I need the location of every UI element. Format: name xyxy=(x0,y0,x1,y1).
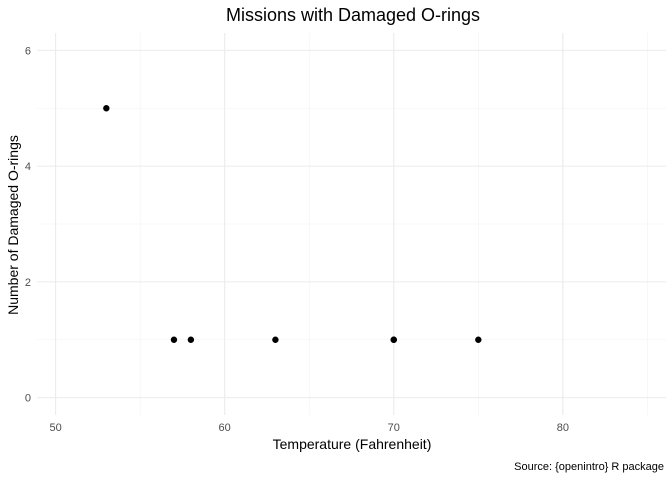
x-tick-label: 50 xyxy=(49,422,61,434)
data-point xyxy=(390,336,397,343)
y-axis-title: Number of Damaged O-rings xyxy=(5,135,21,315)
data-point xyxy=(170,336,178,343)
y-tick-label: 4 xyxy=(25,161,31,173)
x-tick-label: 70 xyxy=(388,422,400,434)
data-point xyxy=(475,336,482,343)
x-tick-label: 80 xyxy=(557,422,569,434)
data-point xyxy=(272,336,279,343)
data-point xyxy=(187,336,195,343)
x-axis-ticks: 50 60 70 80 xyxy=(49,422,569,434)
grid xyxy=(37,33,666,415)
source-caption: Source: {openintro} R package xyxy=(514,461,664,473)
y-tick-label: 6 xyxy=(25,45,31,57)
chart-title: Missions with Damaged O-rings xyxy=(226,5,480,25)
data-points xyxy=(103,105,482,343)
x-tick-label: 60 xyxy=(219,422,231,434)
y-tick-label: 2 xyxy=(25,277,31,289)
y-axis-ticks: 0 2 4 6 xyxy=(25,45,31,404)
data-point xyxy=(103,105,110,112)
x-axis-title: Temperature (Fahrenheit) xyxy=(273,436,432,452)
y-tick-label: 0 xyxy=(25,393,31,405)
